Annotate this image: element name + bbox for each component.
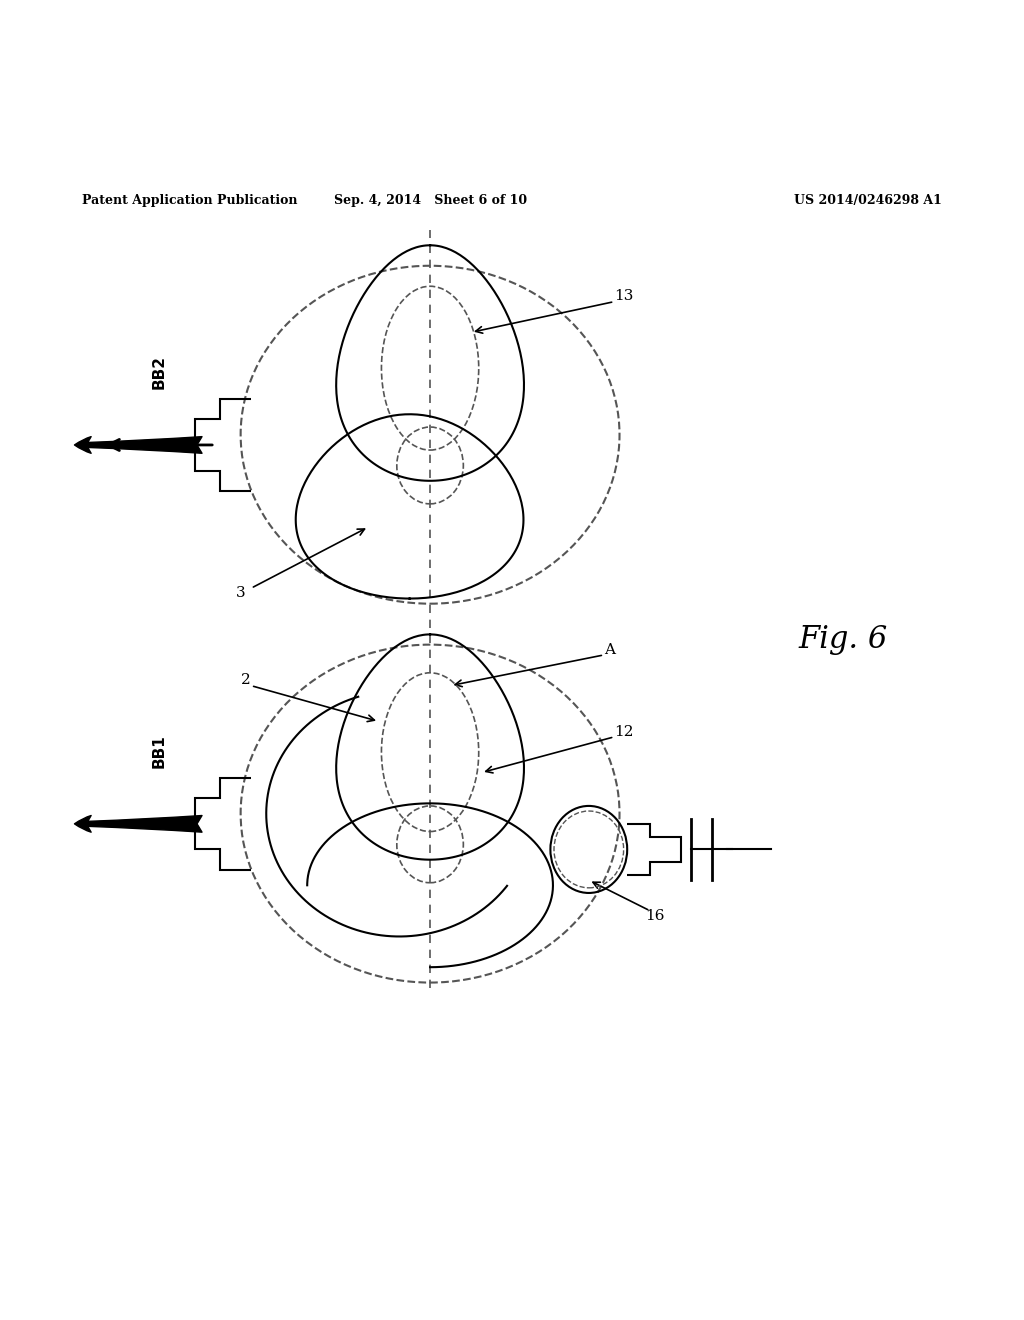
Text: BB2: BB2 — [152, 355, 166, 388]
Text: A: A — [604, 643, 615, 657]
Text: Sep. 4, 2014   Sheet 6 of 10: Sep. 4, 2014 Sheet 6 of 10 — [334, 194, 526, 207]
Text: Patent Application Publication: Patent Application Publication — [82, 194, 297, 207]
Text: 16: 16 — [645, 909, 665, 923]
Text: BB1: BB1 — [152, 734, 166, 767]
Text: 3: 3 — [237, 586, 246, 601]
Text: 2: 2 — [241, 673, 251, 688]
Text: 12: 12 — [614, 725, 634, 739]
Text: US 2014/0246298 A1: US 2014/0246298 A1 — [795, 194, 942, 207]
Text: Fig. 6: Fig. 6 — [799, 624, 888, 655]
Text: 13: 13 — [614, 289, 634, 304]
